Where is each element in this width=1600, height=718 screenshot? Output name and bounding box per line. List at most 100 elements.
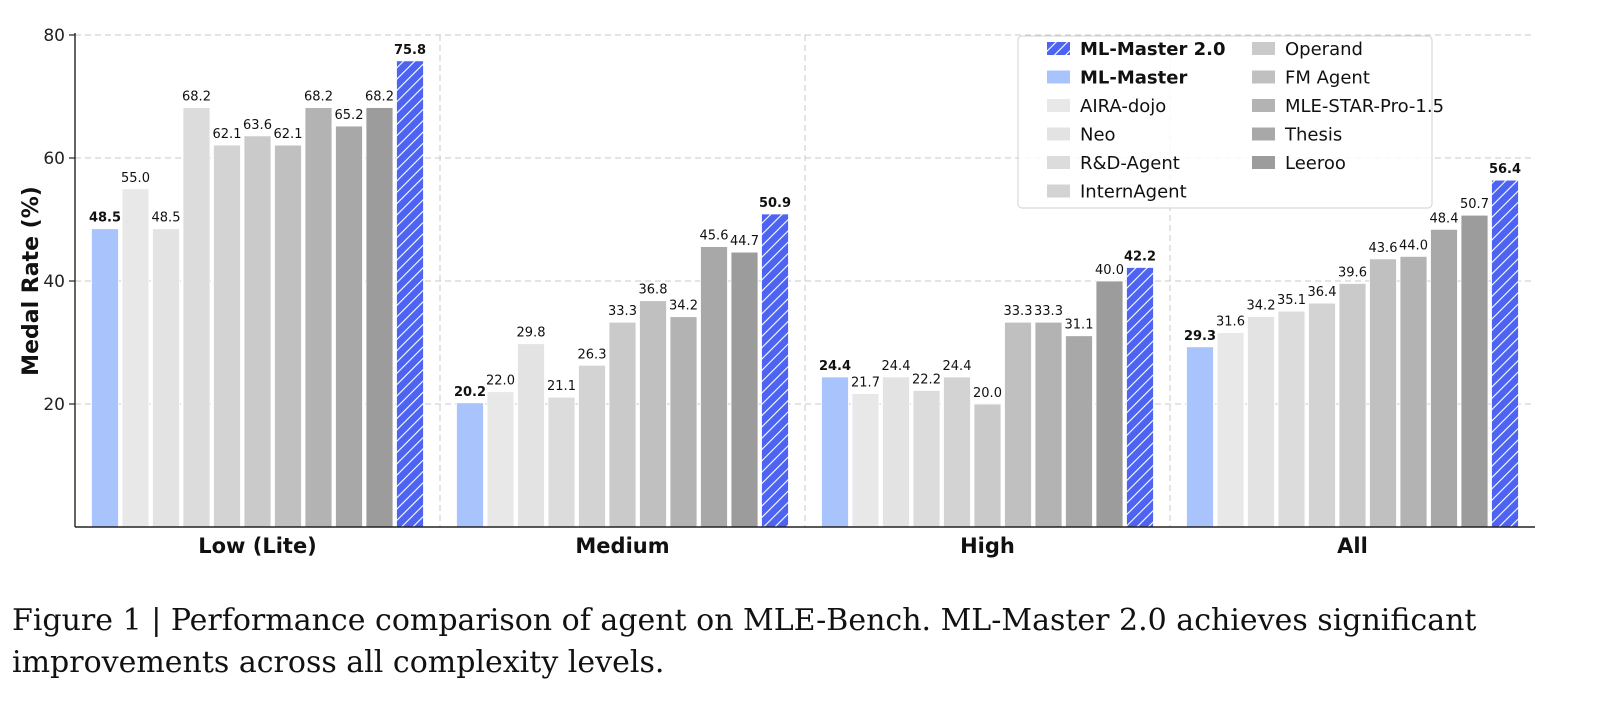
- bar-thesis: [1065, 335, 1093, 528]
- bar-neo: [152, 228, 180, 528]
- legend-swatch: [1047, 156, 1070, 169]
- legend-entry: ML-Master 2.0: [1080, 39, 1225, 60]
- legend-swatch: [1252, 99, 1275, 112]
- bar-ml-master-2-0: [1126, 267, 1154, 528]
- legend-swatch: [1047, 70, 1070, 84]
- data-label: 24.4: [943, 359, 972, 374]
- bar-ml-master: [456, 402, 484, 528]
- data-label: 36.8: [639, 283, 668, 298]
- data-label: 40.0: [1095, 263, 1124, 278]
- bar-ml-master: [821, 376, 849, 528]
- data-label: 20.2: [454, 385, 486, 400]
- bar-ml-master: [1186, 346, 1214, 528]
- bar-internagent: [943, 376, 971, 528]
- bar-operand: [973, 403, 1002, 528]
- bar-ml-master-2-0: [1491, 179, 1519, 528]
- data-label: 44.0: [1399, 238, 1428, 253]
- data-label: 22.0: [486, 374, 515, 389]
- legend: ML-Master 2.0 ML-Master AIRA-dojo Neo R&D-Ag…: [1017, 35, 1444, 209]
- bar-r-d-agent: [1277, 310, 1306, 528]
- data-label: 75.8: [394, 43, 426, 58]
- bar-fm-agent: [274, 144, 302, 528]
- y-axis-label: Medal Rate (%): [19, 186, 44, 376]
- data-label: 68.2: [365, 90, 394, 105]
- bar-ml-master-2-0: [761, 213, 789, 528]
- data-label: 48.5: [152, 211, 181, 226]
- data-label: 62.1: [274, 127, 303, 142]
- data-label: 44.7: [730, 234, 759, 249]
- data-label: 65.2: [335, 108, 364, 123]
- y-tick-label: 40: [43, 272, 65, 292]
- bar-operand: [243, 135, 272, 528]
- bar-thesis: [335, 125, 363, 528]
- data-label: 39.6: [1338, 265, 1367, 280]
- legend-swatch: [1252, 156, 1275, 169]
- bar-mle-star-pro-1-5: [1399, 255, 1428, 528]
- legend-entry: ML-Master: [1080, 68, 1187, 89]
- data-label: 68.2: [304, 90, 333, 105]
- data-label: 48.4: [1430, 211, 1459, 226]
- bar-internagent: [1308, 302, 1336, 528]
- data-label: 29.3: [1184, 329, 1216, 344]
- x-tick-label: All: [1337, 534, 1368, 558]
- data-label: 63.6: [243, 118, 272, 133]
- bar-mle-star-pro-1-5: [669, 316, 698, 528]
- bar-fm-agent: [639, 300, 667, 528]
- data-label: 68.2: [182, 90, 211, 105]
- data-label: 56.4: [1489, 162, 1521, 177]
- data-label: 33.3: [1034, 304, 1063, 319]
- medal-rate-bar-chart: 48.555.048.568.262.163.662.168.265.268.2…: [19, 26, 1535, 558]
- bar-fm-agent: [1004, 321, 1032, 528]
- data-label: 24.4: [882, 359, 911, 374]
- legend-swatch: [1047, 42, 1070, 55]
- data-label: 42.2: [1124, 249, 1156, 264]
- legend-swatch: [1252, 127, 1275, 141]
- data-label: 34.2: [669, 299, 698, 314]
- x-tick-label: Medium: [575, 534, 669, 558]
- legend-entry: FM Agent: [1285, 68, 1370, 89]
- bar-mle-star-pro-1-5: [304, 107, 333, 528]
- legend-swatch: [1252, 42, 1275, 55]
- bar-leeroo: [365, 107, 394, 528]
- bar-ml-master-2-0: [396, 60, 424, 528]
- legend-entry: R&D-Agent: [1080, 153, 1180, 174]
- bar-r-d-agent: [182, 107, 211, 528]
- legend-entry: AIRA-dojo: [1080, 96, 1166, 117]
- data-label: 26.3: [578, 347, 607, 362]
- data-label: 33.3: [1004, 304, 1033, 319]
- bar-mle-star-pro-1-5: [1034, 321, 1063, 528]
- data-label: 29.8: [517, 326, 546, 341]
- data-label: 21.7: [851, 376, 880, 391]
- bar-thesis: [1430, 228, 1458, 528]
- data-label: 22.2: [912, 372, 941, 387]
- legend-swatch: [1047, 184, 1070, 198]
- data-label: 31.6: [1216, 315, 1245, 330]
- legend-entry: Thesis: [1284, 125, 1342, 146]
- bar-operand: [608, 321, 637, 528]
- bar-internagent: [213, 144, 241, 528]
- y-tick-label: 80: [43, 26, 65, 46]
- bar-leeroo: [1095, 280, 1124, 528]
- bar-aira-dojo: [121, 188, 150, 528]
- bar-aira-dojo: [486, 391, 515, 528]
- legend-swatch: [1047, 99, 1070, 112]
- bar-fm-agent: [1369, 258, 1397, 528]
- data-label: 24.4: [819, 359, 851, 374]
- bar-r-d-agent: [547, 396, 576, 528]
- bar-leeroo: [1460, 214, 1489, 528]
- figure-caption: Figure 1 | Performance comparison of age…: [12, 603, 1477, 680]
- y-tick-label: 60: [43, 149, 65, 169]
- bar-aira-dojo: [1216, 332, 1245, 528]
- data-label: 35.1: [1277, 293, 1306, 308]
- data-label: 31.1: [1065, 318, 1094, 333]
- data-label: 21.1: [547, 379, 576, 394]
- bar-ml-master: [91, 228, 119, 528]
- data-label: 33.3: [608, 304, 637, 319]
- legend-entry: Neo: [1080, 125, 1116, 146]
- data-label: 43.6: [1369, 241, 1398, 256]
- legend-swatch: [1252, 70, 1275, 84]
- bar-neo: [882, 376, 910, 528]
- legend-swatch: [1047, 127, 1070, 141]
- data-label: 62.1: [213, 127, 242, 142]
- data-label: 36.4: [1308, 285, 1337, 300]
